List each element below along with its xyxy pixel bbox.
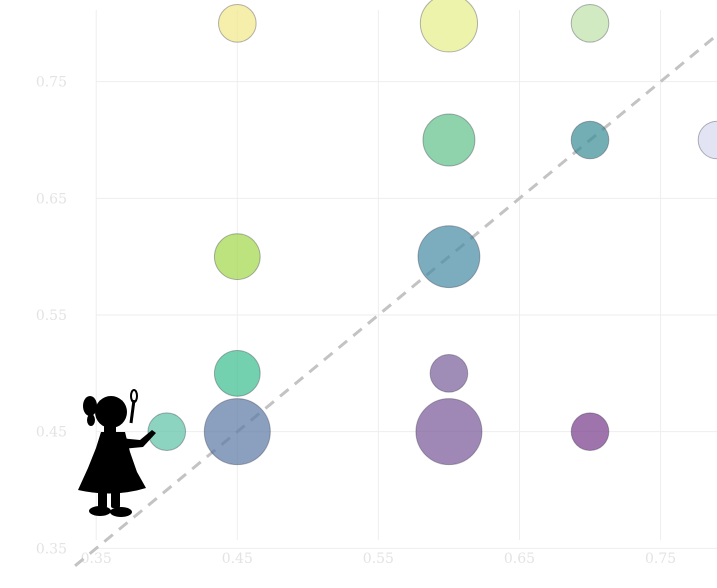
bubble-point: [415, 398, 483, 466]
bubble-point: [570, 120, 610, 160]
reference-diagonal-line: [74, 33, 717, 567]
bubble-point: [213, 349, 261, 397]
x-tick-label: 0.45: [222, 551, 253, 567]
y-tick-label: 0.75: [36, 75, 67, 91]
bubble-point: [147, 412, 187, 451]
bubble-point: [570, 412, 610, 451]
x-tick-label: 0.75: [645, 551, 676, 567]
x-tick-label: 0.55: [363, 551, 394, 567]
y-tick-label: 0.35: [36, 541, 67, 557]
x-tick-label: 0.65: [504, 551, 535, 567]
bubble-point: [213, 233, 261, 281]
bubble-point: [570, 4, 610, 43]
y-tick-label: 0.55: [36, 308, 67, 324]
bubble-point: [203, 398, 271, 466]
x-tick-label: 0.35: [81, 551, 112, 567]
bubble-point: [429, 354, 469, 393]
bubble-point: [419, 0, 479, 53]
bubble-point: [218, 4, 257, 43]
y-tick-label: 0.45: [36, 425, 67, 441]
bubbles: [147, 0, 717, 466]
grid: [95, 10, 717, 549]
y-tick-label: 0.65: [36, 191, 67, 207]
bubble-point: [422, 113, 476, 167]
x-axis-ticks: 0.35 0.45 0.55 0.65 0.75: [81, 551, 677, 567]
girl-blowing-bubbles-silhouette-icon: [78, 389, 156, 517]
y-axis-ticks: 0.35 0.45 0.55 0.65 0.75: [36, 75, 67, 558]
bubble-point: [417, 225, 481, 289]
bubble-point: [697, 120, 717, 160]
